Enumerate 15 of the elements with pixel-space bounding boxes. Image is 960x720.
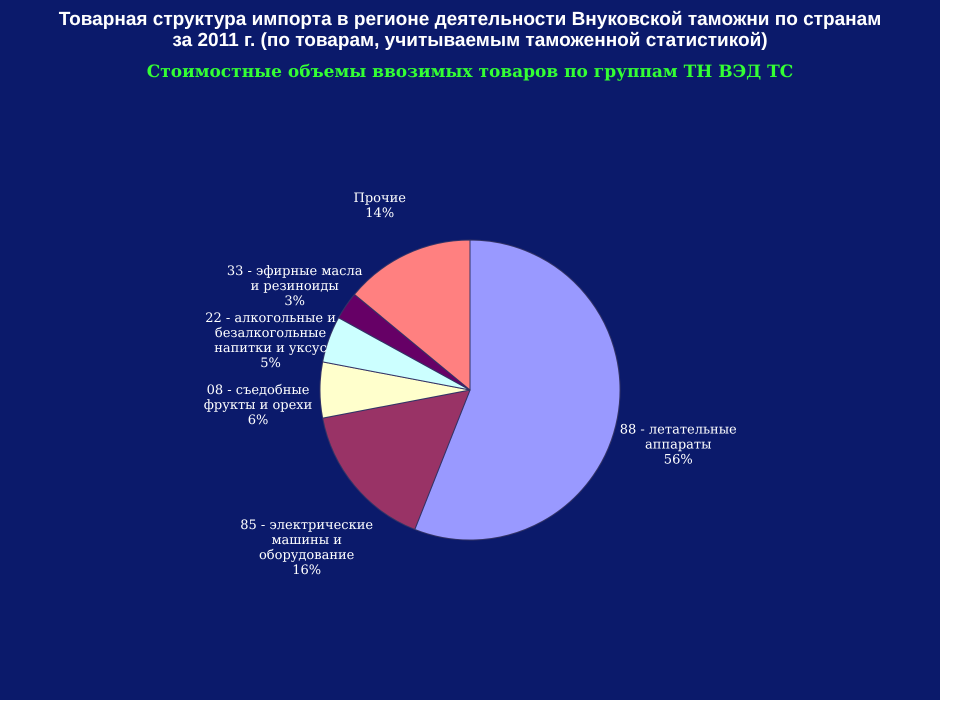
data-label: 16% bbox=[292, 563, 322, 578]
chart-subtitle: Стоимостные объемы ввозимых товаров по группам ТН ВЭД ТС bbox=[146, 62, 794, 82]
slice-label: 33 - эфирные масла и резиноиды bbox=[226, 264, 363, 294]
slice-label: 85 - электрические машины и оборудование bbox=[240, 518, 374, 564]
slice-label: 22 - алкогольные и безалкогольные напитки и уксус bbox=[205, 311, 336, 356]
slice-label: 08 - съедобные фрукты и орехи bbox=[204, 383, 312, 413]
data-label: 14% bbox=[365, 206, 394, 222]
data-label: 56% bbox=[664, 452, 693, 468]
slice-label: Прочие bbox=[354, 191, 406, 206]
data-label: 6% bbox=[248, 413, 268, 428]
text: Товарная структура импорта в регионе деятельности Внуковской таможни по странам bbox=[58, 9, 882, 30]
data-label: 5% bbox=[260, 356, 281, 372]
slice-label: 88 - летательные аппараты bbox=[620, 422, 738, 453]
data-label: 3% bbox=[284, 294, 305, 309]
text: за 2011 г. (по товарам, учитываемым таможенной статистикой) bbox=[172, 30, 768, 51]
